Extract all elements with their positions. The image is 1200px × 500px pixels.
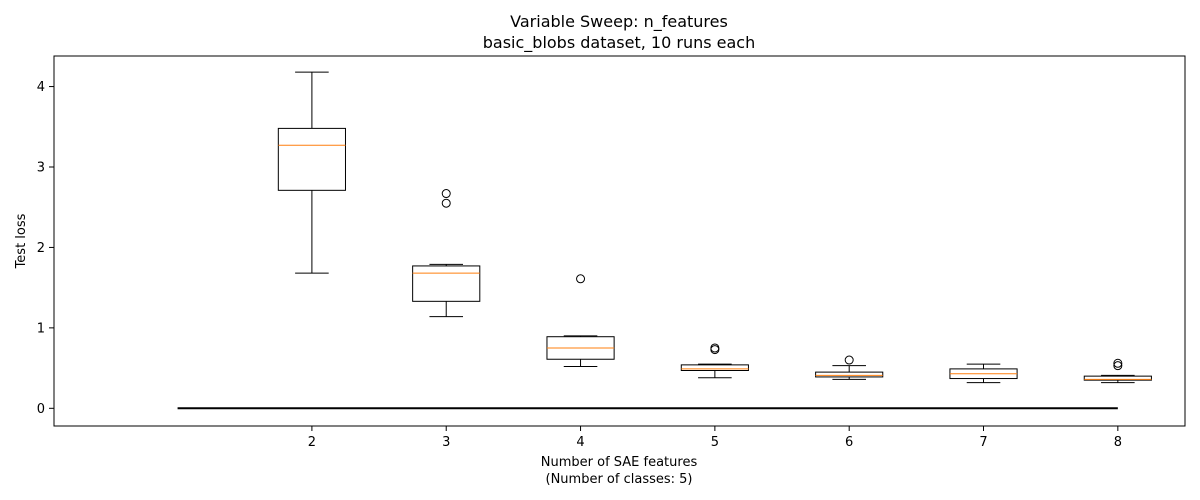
x-tick-label: 5 xyxy=(711,435,719,450)
box-iqr xyxy=(277,127,346,191)
x-axis-label: Number of SAE features xyxy=(541,455,698,470)
outlier-point xyxy=(710,343,720,353)
x-tick-label: 4 xyxy=(576,435,584,450)
x-tick-label: 7 xyxy=(979,435,987,450)
outlier-point xyxy=(1113,361,1123,371)
x-tick-label: 3 xyxy=(442,435,450,450)
outlier-point xyxy=(441,189,451,199)
outlier-point xyxy=(441,198,451,208)
outlier-point xyxy=(576,274,586,284)
box-iqr xyxy=(680,364,749,372)
y-tick-label: 1 xyxy=(37,321,45,336)
plot-area: 0 1 2 3 4 2 3 4 5 6 7 8 xyxy=(37,55,1186,450)
y-tick-label: 4 xyxy=(37,80,45,95)
x-tick-label: 6 xyxy=(845,435,853,450)
box-iqr xyxy=(412,265,481,302)
y-axis-label: Test loss xyxy=(14,213,29,269)
x-axis-sublabel: (Number of classes: 5) xyxy=(546,472,693,487)
outlier-point xyxy=(844,355,854,365)
box-iqr xyxy=(1083,375,1152,381)
y-tick-label: 3 xyxy=(37,161,45,176)
chart-subtitle: basic_blobs dataset, 10 runs each xyxy=(483,33,755,53)
box-iqr xyxy=(815,371,884,378)
chart-title: Variable Sweep: n_features xyxy=(510,12,728,32)
x-tick-label: 8 xyxy=(1114,435,1122,450)
y-tick-label: 2 xyxy=(37,241,45,256)
y-tick-label: 0 xyxy=(37,402,45,417)
x-tick-label: 2 xyxy=(308,435,316,450)
plot-frame xyxy=(53,55,1186,427)
outlier-point xyxy=(1113,358,1123,368)
